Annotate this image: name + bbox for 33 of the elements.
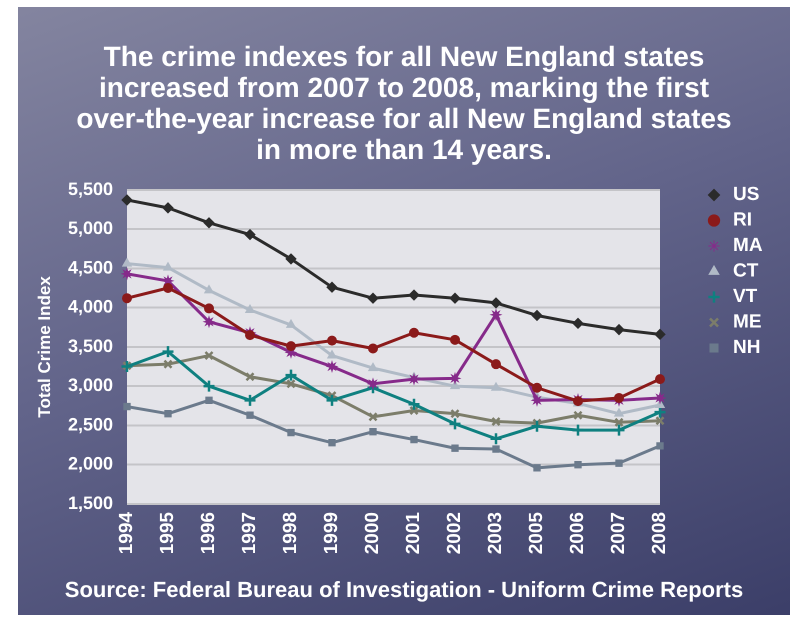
x-tick-label: 2001 (403, 512, 424, 554)
legend-label: VT (733, 286, 758, 308)
x-tick-label: 1999 (321, 512, 342, 554)
x-tick-label: 2002 (444, 512, 466, 554)
x-tick-label: 2000 (362, 512, 384, 554)
x-tick-label: 2007 (608, 512, 630, 554)
y-tick-label: 4,500 (68, 257, 113, 278)
x-tick-label: 2003 (485, 512, 506, 554)
x-tick-label: 1996 (198, 512, 220, 554)
chart-title: The crime indexes for all New England states increased from 2007 to 2008, marking the first over-the-year increase for all New England states in more than 14 years. (76, 41, 732, 165)
y-tick-label: 2,500 (68, 414, 113, 434)
x-tick-label: 1995 (157, 512, 178, 554)
y-tick-label: 2,000 (68, 454, 113, 474)
x-tick-label: 2008 (649, 512, 670, 554)
y-tick-label: 3,500 (68, 336, 113, 356)
y-axis-title: Total Crime Index (34, 276, 54, 418)
x-tick-label: 1998 (280, 512, 302, 554)
y-tick-label: 3,000 (68, 375, 113, 396)
x-tick-label: 2006 (567, 512, 588, 554)
legend-label: MA (733, 235, 763, 256)
x-tick-label: 1994 (116, 512, 138, 554)
legend-label: ME (733, 312, 762, 333)
x-tick-label: 1997 (239, 512, 260, 554)
legend-label: US (733, 184, 760, 206)
y-tick-label: 4,000 (68, 296, 113, 317)
y-tick-label: 5,500 (68, 178, 113, 199)
legend-label: NH (733, 337, 760, 358)
y-tick-label: 5,000 (68, 218, 113, 238)
y-tick-label: 1,500 (68, 492, 113, 513)
x-tick-label: 2005 (526, 512, 548, 554)
legend-label: RI (733, 210, 752, 231)
legend-label: CT (733, 260, 759, 282)
source-note: Source: Federal Bureau of Investigation - Uniform Crime Reports (64, 577, 744, 603)
